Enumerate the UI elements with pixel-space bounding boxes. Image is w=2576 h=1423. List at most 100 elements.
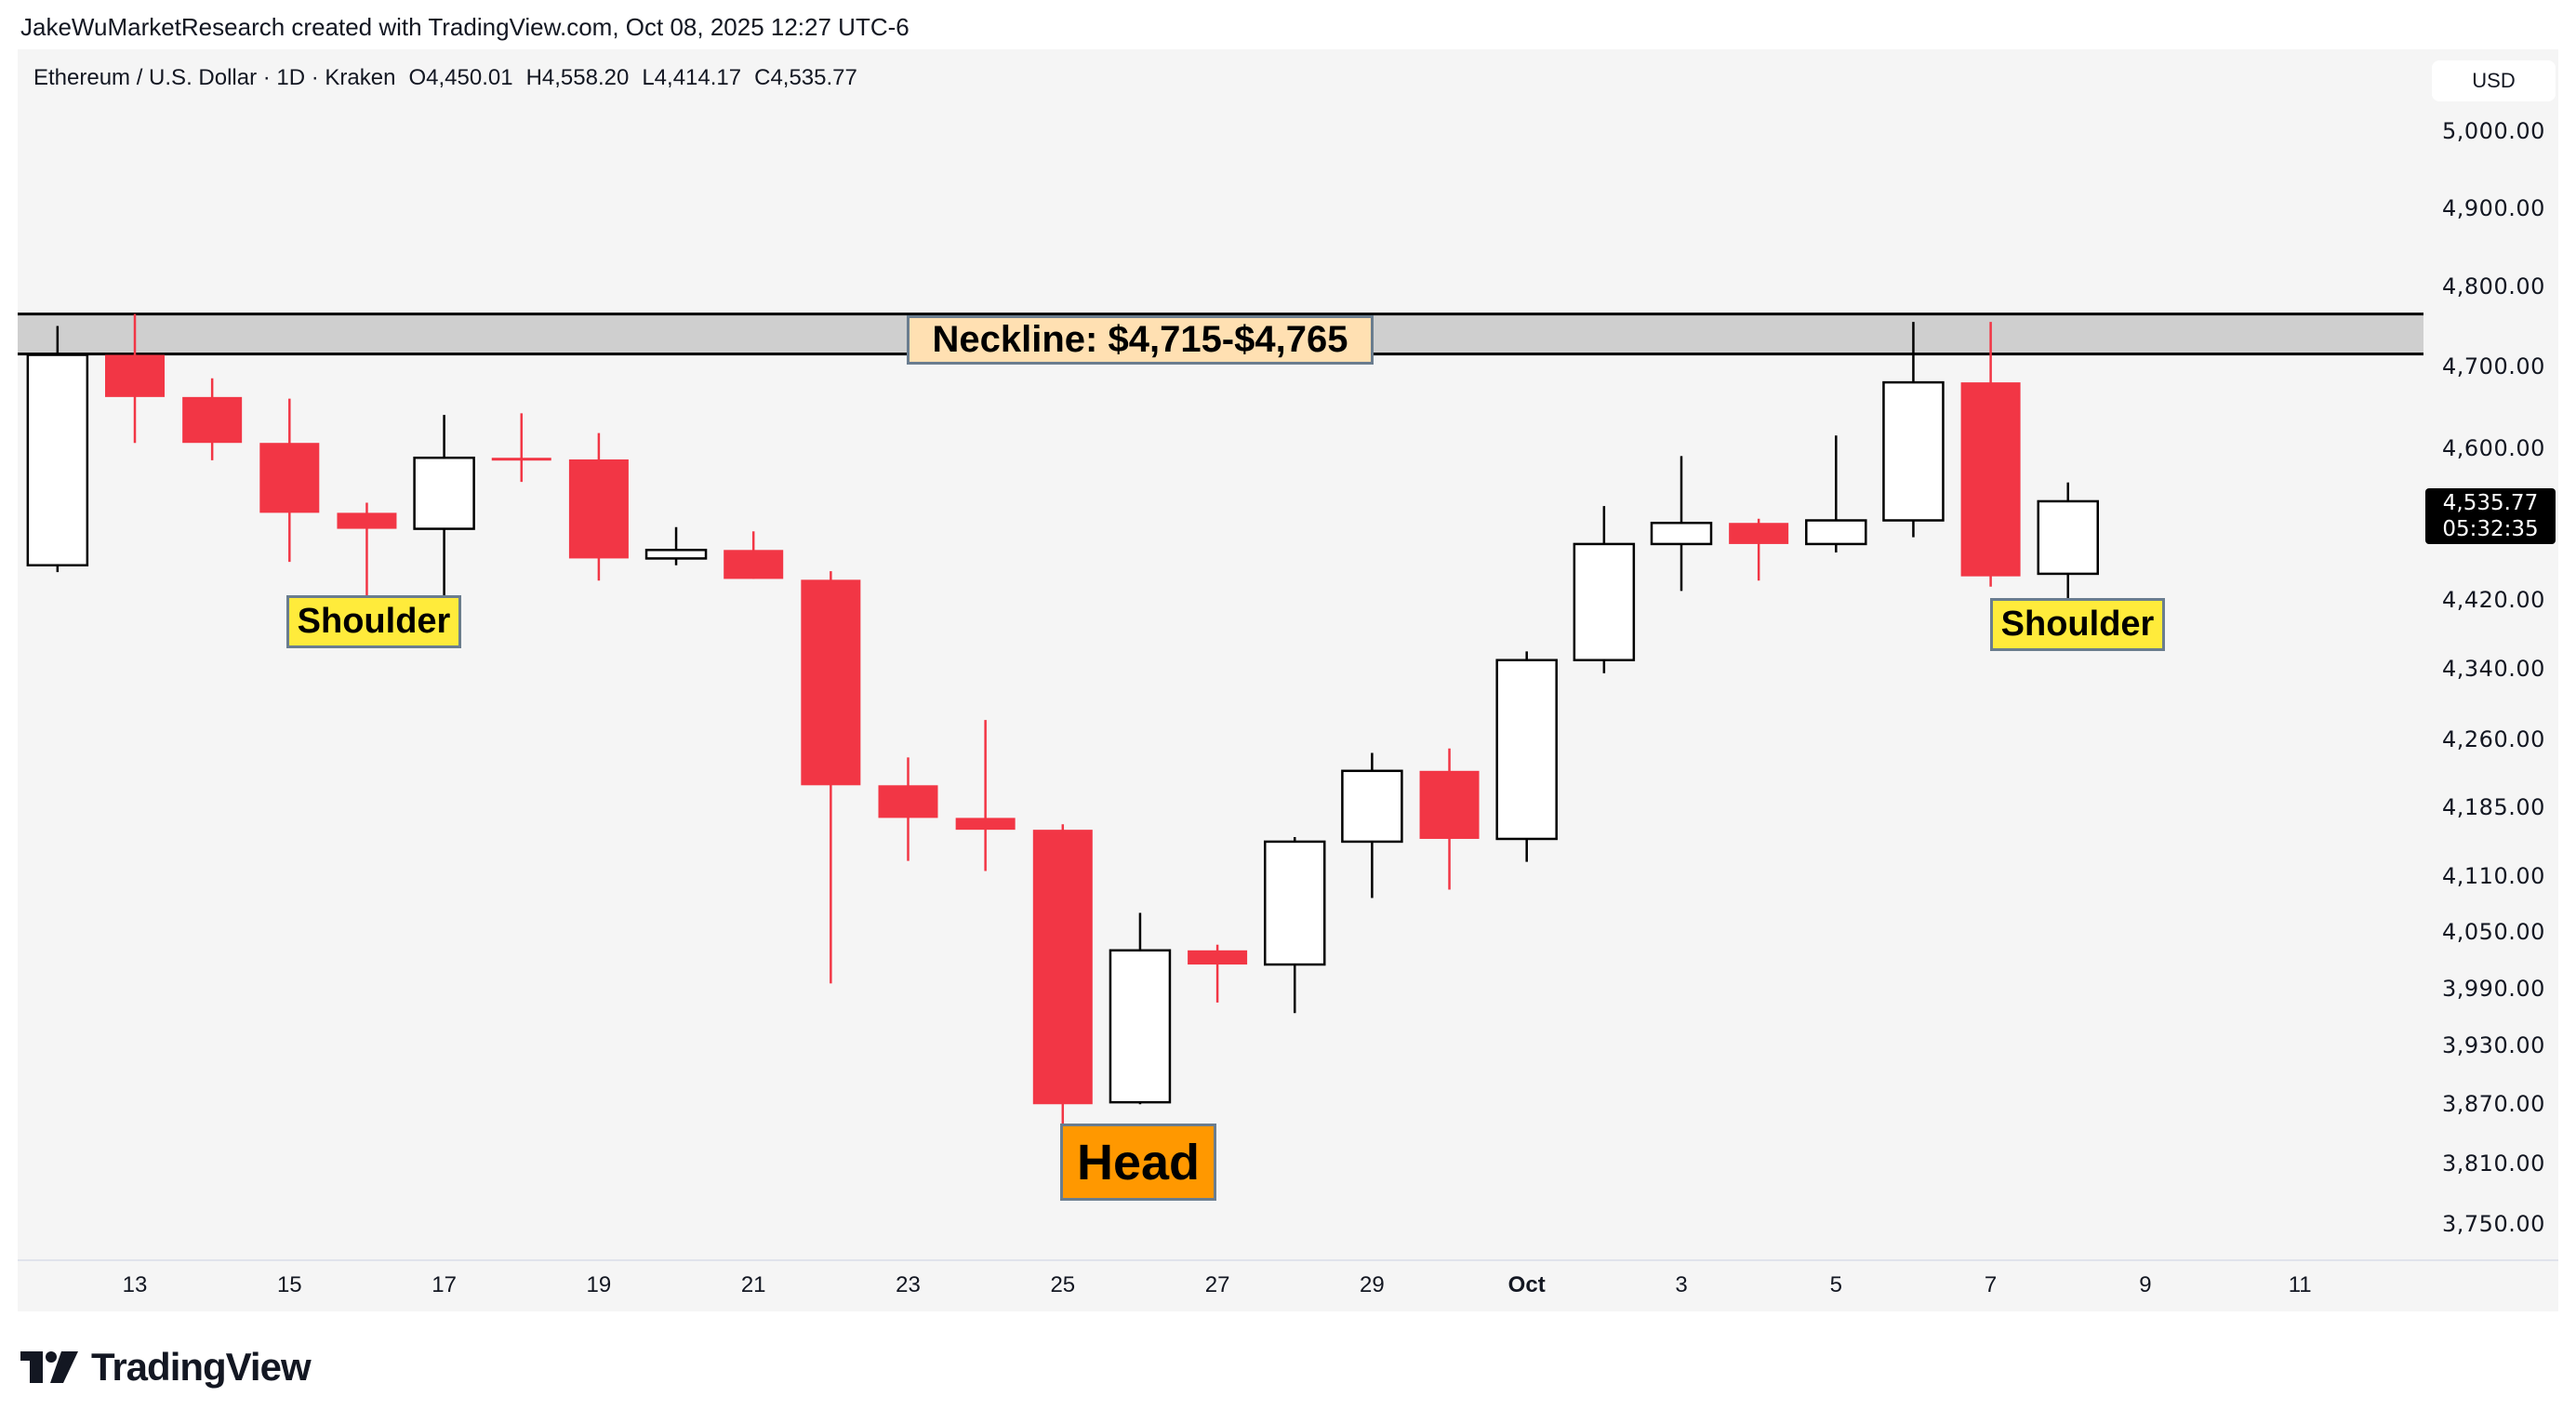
date-tick-label: 25 [1050, 1272, 1076, 1297]
candle-body [1805, 519, 1867, 546]
candle-body [801, 579, 861, 786]
candle-2025-10-05[interactable] [1805, 435, 1867, 553]
price-tick-label: 5,000.00 [2442, 118, 2545, 144]
price-tick-label: 4,260.00 [2442, 726, 2545, 753]
chart-credit: JakeWuMarketResearch created with Tradin… [20, 13, 910, 41]
candle-2025-10-03[interactable] [1650, 456, 1713, 592]
candle-body [1032, 830, 1093, 1105]
candle-body [105, 354, 165, 397]
candle-body [491, 458, 551, 461]
ohlc-low: L4,414.17 [642, 65, 742, 90]
date-tick-label: 27 [1204, 1272, 1230, 1297]
tradingview-logo[interactable]: TradingView [20, 1345, 312, 1390]
ohlc-open: O4,450.01 [408, 65, 513, 90]
candle-2025-09-22[interactable] [801, 571, 861, 984]
candle-body [1109, 949, 1172, 1104]
bar-countdown: 05:32:35 [2442, 517, 2539, 541]
candle-2025-09-13[interactable] [105, 313, 165, 444]
current-price: 4,535.77 [2442, 491, 2539, 515]
candle-2025-09-27[interactable] [1188, 944, 1248, 1003]
candle-body [878, 785, 938, 818]
date-tick-label: Oct [1507, 1272, 1546, 1297]
candle-2025-10-01[interactable] [1495, 651, 1558, 862]
candle-body [955, 818, 1016, 831]
candle-2025-10-08[interactable] [2037, 482, 2099, 605]
symbol-legend: Ethereum / U.S. Dollar · 1D · Kraken O4,4… [33, 65, 870, 91]
tradingview-logo-icon [20, 1351, 78, 1383]
ohlc-high: H4,558.20 [525, 65, 630, 90]
price-tick-label: 4,420.00 [2442, 586, 2545, 613]
candle-2025-10-02[interactable] [1573, 506, 1636, 673]
candle-body [259, 443, 320, 513]
candle-2025-09-30[interactable] [1419, 748, 1480, 890]
logo-text: TradingView [91, 1345, 312, 1389]
candle-2025-10-07[interactable] [1960, 322, 2021, 587]
candle-body [644, 549, 708, 560]
candle-2025-09-12[interactable] [26, 326, 89, 573]
price-tick-label: 4,800.00 [2442, 273, 2545, 299]
candle-2025-09-17[interactable] [413, 415, 475, 596]
candle-2025-09-21[interactable] [724, 531, 784, 579]
candle-2025-09-19[interactable] [568, 432, 629, 581]
candle-body [1573, 542, 1636, 661]
chart-panel [18, 49, 2558, 1311]
price-tick-label: 4,185.00 [2442, 793, 2545, 820]
candle-body [724, 550, 784, 579]
candle-body [337, 512, 397, 529]
price-tick-label: 4,110.00 [2442, 862, 2545, 889]
candle-2025-09-14[interactable] [182, 378, 243, 460]
right-shoulder-label: Shoulder [1990, 598, 2165, 651]
left-shoulder-label: Shoulder [286, 595, 461, 648]
candle-body [1419, 770, 1480, 839]
date-tick-label: 29 [1360, 1272, 1385, 1297]
price-tick-label: 3,750.00 [2442, 1210, 2545, 1237]
candle-body [26, 353, 89, 567]
price-tick-label: 3,870.00 [2442, 1091, 2545, 1118]
candle-2025-09-15[interactable] [259, 398, 320, 563]
price-tick-label: 3,990.00 [2442, 975, 2545, 1002]
price-tick-label: 4,050.00 [2442, 918, 2545, 945]
candle-2025-09-29[interactable] [1341, 752, 1403, 898]
candle-2025-09-23[interactable] [878, 757, 938, 861]
candle-body [182, 396, 243, 444]
currency-button[interactable]: USD [2432, 60, 2556, 101]
candle-2025-09-18[interactable] [491, 413, 551, 483]
price-tick-label: 4,900.00 [2442, 194, 2545, 221]
date-tick-label: 9 [2139, 1272, 2152, 1297]
date-tick-label: 19 [586, 1272, 612, 1297]
candle-body [1960, 382, 2021, 577]
candle-body [1650, 521, 1713, 546]
candle-2025-10-04[interactable] [1729, 518, 1789, 581]
candle-2025-09-16[interactable] [337, 502, 397, 596]
candle-2025-09-25[interactable] [1032, 824, 1093, 1124]
current-price-label: 4,535.77 05:32:35 [2425, 488, 2556, 544]
candle-body [1264, 840, 1326, 966]
candle-2025-09-24[interactable] [955, 720, 1016, 871]
date-tick-label: 15 [276, 1272, 302, 1297]
price-tick-label: 4,340.00 [2442, 656, 2545, 683]
candle-body [1882, 380, 1945, 522]
neckline-label: Neckline: $4,715-$4,765 [907, 315, 1374, 365]
date-tick-label: 23 [896, 1272, 921, 1297]
date-tick-label: 21 [740, 1272, 766, 1297]
candle-body [1188, 950, 1248, 965]
candle-2025-09-20[interactable] [644, 526, 708, 565]
candle-body [1729, 523, 1789, 544]
date-tick-label: 13 [122, 1272, 148, 1297]
date-tick-label: 11 [2288, 1272, 2312, 1297]
candle-2025-09-26[interactable] [1109, 912, 1172, 1105]
ohlc-close: C4,535.77 [754, 65, 857, 90]
candle-body [568, 459, 629, 559]
date-tick-label: 7 [1984, 1272, 1998, 1297]
date-tick-label: 17 [432, 1272, 457, 1297]
candle-body [413, 456, 475, 530]
price-tick-label: 3,810.00 [2442, 1150, 2545, 1177]
date-tick-label: 5 [1829, 1272, 1842, 1297]
date-tick-label: 3 [1675, 1272, 1688, 1297]
candle-2025-09-28[interactable] [1264, 837, 1326, 1014]
candle-2025-10-06[interactable] [1882, 322, 1945, 538]
price-tick-label: 3,930.00 [2442, 1032, 2545, 1059]
candle-body [1341, 769, 1403, 844]
head-label: Head [1060, 1124, 1216, 1201]
